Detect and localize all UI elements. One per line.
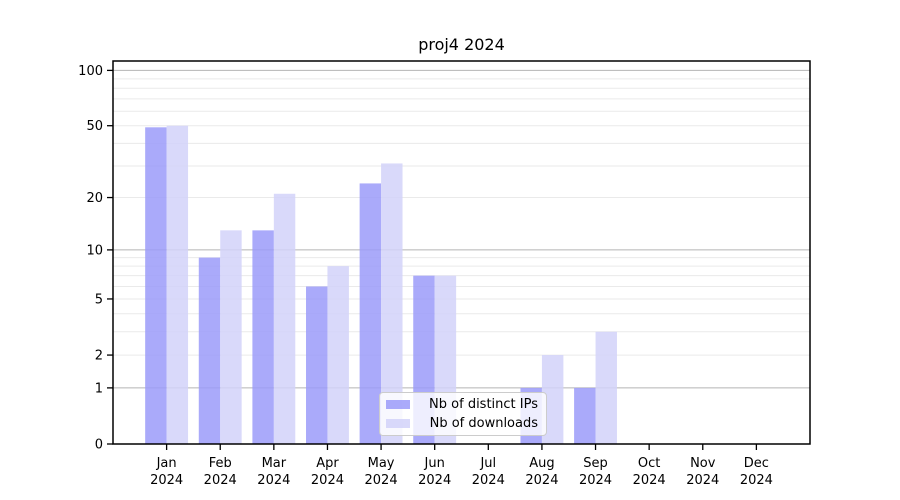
x-tick-label-year: 2024 xyxy=(365,473,398,488)
bar-downloads-jan xyxy=(166,125,189,444)
y-tick-label: 20 xyxy=(86,191,103,206)
x-tick-label-month: Nov xyxy=(690,456,716,471)
legend-item-distinct-ips: Nb of distinct IPs xyxy=(386,396,538,414)
x-tick-label-year: 2024 xyxy=(740,473,773,488)
x-tick-label-year: 2024 xyxy=(418,473,451,488)
bar-distinct-ips-feb xyxy=(198,257,221,444)
legend-label-distinct-ips: Nb of distinct IPs xyxy=(429,397,538,413)
y-tick-label: 1 xyxy=(95,381,103,396)
x-tick-label-year: 2024 xyxy=(311,473,344,488)
y-tick-label: 100 xyxy=(78,64,103,79)
bar-downloads-aug xyxy=(541,355,564,444)
bar-distinct-ips-sep xyxy=(574,387,596,444)
chart-title: proj4 2024 xyxy=(418,35,505,54)
bar-downloads-mar xyxy=(273,193,296,444)
x-tick-label-month: Feb xyxy=(209,456,232,471)
x-tick-label-year: 2024 xyxy=(686,473,719,488)
x-tick-label-month: Jan xyxy=(156,456,177,471)
x-tick-label-year: 2024 xyxy=(579,473,612,488)
x-tick-label-month: Apr xyxy=(316,456,339,471)
x-tick-label-month: Jun xyxy=(424,456,445,471)
x-tick-label-year: 2024 xyxy=(204,473,237,488)
x-tick-label-month: Sep xyxy=(583,456,608,471)
x-tick-label-year: 2024 xyxy=(472,473,505,488)
plot-border xyxy=(112,60,811,445)
y-tick-label: 5 xyxy=(95,292,103,307)
legend-swatch-downloads xyxy=(386,418,410,428)
bar-distinct-ips-apr xyxy=(306,286,328,444)
bar-distinct-ips-may xyxy=(359,183,382,444)
legend-swatch-distinct-ips xyxy=(386,400,410,410)
x-tick-label-month: May xyxy=(368,456,395,471)
x-tick-label-year: 2024 xyxy=(257,473,290,488)
bar-downloads-may xyxy=(381,163,403,444)
bar-distinct-ips-jan xyxy=(145,127,167,445)
y-tick-label: 0 xyxy=(95,438,103,453)
x-tick-label-year: 2024 xyxy=(525,473,558,488)
legend-item-downloads: Nb of downloads xyxy=(386,414,538,432)
bar-downloads-feb xyxy=(220,230,242,444)
legend: Nb of distinct IPs Nb of downloads xyxy=(379,392,547,436)
x-tick-label-year: 2024 xyxy=(633,473,666,488)
y-tick-label: 10 xyxy=(86,243,103,258)
x-tick-label-month: Oct xyxy=(638,456,660,471)
x-tick-label-month: Dec xyxy=(744,456,769,471)
x-tick-label-year: 2024 xyxy=(150,473,183,488)
legend-label-downloads: Nb of downloads xyxy=(429,415,538,431)
bar-distinct-ips-mar xyxy=(252,230,274,444)
y-tick-label: 50 xyxy=(86,119,103,134)
bar-downloads-apr xyxy=(327,266,349,444)
bar-downloads-sep xyxy=(595,331,617,444)
y-tick-label: 2 xyxy=(95,349,103,364)
x-tick-label-month: Mar xyxy=(262,456,287,471)
x-tick-label-month: Jul xyxy=(479,456,496,471)
x-tick-label-month: Aug xyxy=(529,456,554,471)
